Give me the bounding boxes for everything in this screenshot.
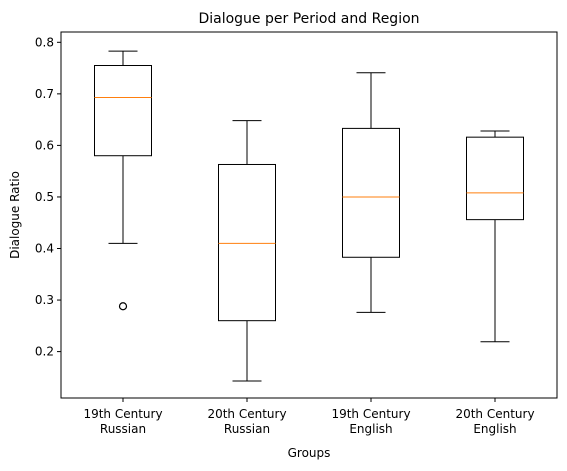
- plot-area-frame: [60, 31, 558, 399]
- box-iqr: [94, 65, 152, 157]
- x-tick-label-line: English: [473, 422, 516, 436]
- y-tick-label: 0.6: [35, 138, 54, 152]
- x-axis-label: Groups: [288, 446, 331, 460]
- x-tick-label-line: English: [349, 422, 392, 436]
- x-tick-label-line: 20th Century: [455, 407, 534, 421]
- x-tick-label-line: Russian: [224, 422, 270, 436]
- y-tick-label: 0.2: [35, 345, 54, 359]
- y-tick-label: 0.5: [35, 190, 54, 204]
- x-tick-label: 19th Century Russian: [83, 407, 162, 436]
- y-axis: 0.2 0.3 0.4 0.5 0.6 0.7 0.8: [35, 35, 61, 359]
- y-axis-label: Dialogue Ratio: [8, 171, 22, 259]
- x-tick-label: 20th Century Russian: [207, 407, 286, 436]
- x-tick-label-line: 19th Century: [83, 407, 162, 421]
- y-tick-label: 0.8: [35, 35, 54, 49]
- box-iqr: [466, 136, 524, 221]
- x-tick-label: 19th Century English: [331, 407, 410, 436]
- x-tick-label-line: 19th Century: [331, 407, 410, 421]
- box-group: [94, 50, 152, 311]
- y-tick-label: 0.4: [35, 242, 54, 256]
- box-iqr: [342, 127, 400, 258]
- y-tick-label: 0.3: [35, 293, 54, 307]
- box-group: [218, 120, 276, 382]
- x-tick-label-line: 20th Century: [207, 407, 286, 421]
- box-group: [466, 130, 524, 343]
- y-tick-label: 0.7: [35, 87, 54, 101]
- box-group: [342, 72, 400, 313]
- box-iqr: [218, 163, 276, 322]
- x-tick-label-line: Russian: [100, 422, 146, 436]
- outlier-point: [118, 302, 128, 311]
- chart-title: Dialogue per Period and Region: [198, 11, 419, 27]
- x-tick-label: 20th Century English: [455, 407, 534, 436]
- boxes-group: [94, 50, 524, 382]
